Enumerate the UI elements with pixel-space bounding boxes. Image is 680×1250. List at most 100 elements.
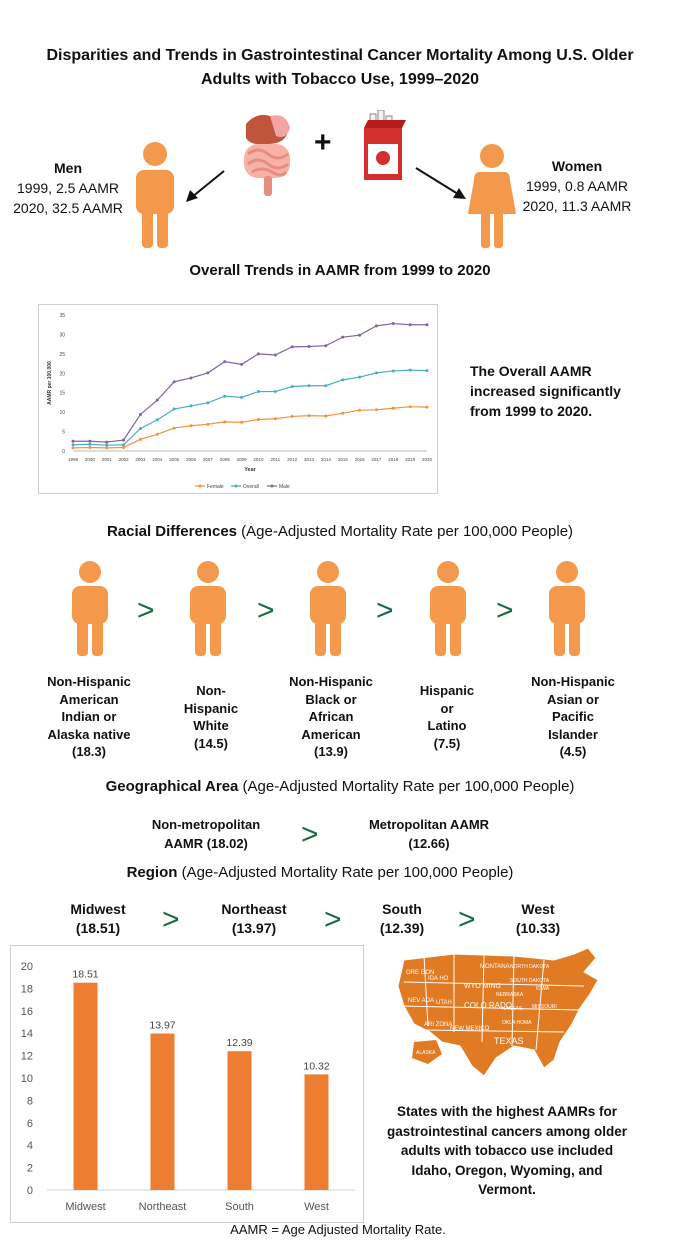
trend-line-chart: 0 5 10 15 20 25 30 35 1999 2000 2001 2002 2003 2004 20… bbox=[47, 313, 433, 490]
data-point bbox=[358, 375, 362, 379]
trend-note-line: from 1999 to 2020. bbox=[470, 403, 593, 419]
data-point bbox=[307, 384, 311, 388]
person-icon bbox=[430, 561, 466, 656]
states-note: States with the highest AAMRs for gastro… bbox=[374, 1102, 640, 1200]
bar-south bbox=[227, 1051, 252, 1190]
legend-label: Male bbox=[279, 484, 290, 490]
data-point bbox=[206, 371, 210, 375]
race-label-line: (18.3) bbox=[72, 744, 106, 759]
data-point bbox=[358, 333, 362, 337]
data-point bbox=[240, 395, 244, 399]
bar-west bbox=[304, 1074, 329, 1190]
data-point bbox=[189, 404, 193, 408]
trend-note: The Overall AAMR increased significantly… bbox=[470, 361, 621, 421]
x-tick-label: 2019 bbox=[405, 457, 416, 462]
men-stats: Men 1999, 2.5 AAMR 2020, 32.5 AAMR bbox=[8, 158, 128, 218]
legend-marker bbox=[234, 484, 238, 488]
y-axis-label: AAMR per 100,000 bbox=[47, 361, 53, 405]
racial-heading-bold: Racial Differences bbox=[106, 523, 238, 540]
region-heading: Region (Age-Adjusted Mortality Rate per … bbox=[0, 864, 640, 881]
data-point bbox=[138, 426, 142, 430]
men-label: Men bbox=[54, 160, 82, 176]
data-point bbox=[273, 353, 277, 357]
data-point bbox=[189, 424, 193, 428]
race-label-line: American bbox=[301, 726, 361, 742]
cigarette-pack-icon bbox=[364, 110, 406, 180]
region-heading-bold: Region bbox=[126, 864, 178, 881]
race-greater-than: > bbox=[496, 594, 514, 627]
race-label-line: Indian or bbox=[61, 709, 117, 724]
y-tick-label: 12 bbox=[21, 1051, 33, 1063]
person-icon bbox=[72, 561, 108, 656]
race-greater-than: > bbox=[137, 594, 155, 627]
x-axis-label: Year bbox=[244, 467, 256, 473]
race-label-line: Asian or bbox=[546, 691, 599, 707]
geo-nonmetro-line: Non-metropolitan bbox=[151, 817, 261, 832]
states-note-line: Idaho, Oregon, Wyoming, and bbox=[411, 1162, 603, 1178]
race-label-line: or bbox=[440, 700, 454, 716]
data-point bbox=[189, 376, 193, 380]
race-label-line: (14.5) bbox=[194, 735, 228, 751]
data-point bbox=[425, 323, 429, 327]
x-tick-label: 2011 bbox=[270, 457, 280, 462]
series-line-female bbox=[72, 406, 428, 449]
states-note-line: Vermont. bbox=[478, 1182, 536, 1197]
map-label: NEBRASKA bbox=[496, 992, 524, 998]
trend-chart-frame: 0 5 10 15 20 25 30 35 1999 2000 2001 2002 2003 2004 20… bbox=[38, 304, 438, 494]
data-point bbox=[155, 398, 159, 402]
data-point bbox=[122, 443, 126, 447]
map-label: NEV ADA bbox=[408, 998, 434, 1004]
x-tick-label: 2015 bbox=[338, 457, 349, 462]
x-tick-label: 2018 bbox=[388, 457, 399, 462]
arrow-to-men-icon bbox=[186, 170, 225, 202]
x-tick-label: 2009 bbox=[237, 457, 248, 462]
y-tick-label: 0 bbox=[27, 1185, 33, 1197]
geo-metro-line: Metropolitan AAMR bbox=[368, 817, 490, 832]
data-point bbox=[307, 414, 311, 418]
category-label: Northeast bbox=[139, 1201, 187, 1213]
y-tick-label: 4 bbox=[27, 1140, 33, 1152]
map-label: ORE GON bbox=[406, 970, 434, 976]
race-label-line: African bbox=[308, 709, 354, 724]
map-label: MONTANA bbox=[480, 964, 510, 970]
map-label: NORTH DAKOTA bbox=[510, 964, 550, 970]
y-tick-label: 6 bbox=[27, 1118, 33, 1130]
data-point bbox=[105, 440, 109, 444]
data-point bbox=[408, 368, 412, 372]
data-point bbox=[88, 439, 92, 443]
data-point bbox=[358, 408, 362, 412]
geo-nonmetro-line: AAMR (18.02) bbox=[164, 836, 248, 851]
race-label-line: (4.5) bbox=[559, 744, 587, 759]
race-label-line: Islander bbox=[548, 726, 598, 742]
region-value: (10.33) bbox=[515, 920, 561, 936]
legend-label: Female bbox=[207, 484, 224, 490]
x-tick-label: 2020 bbox=[422, 457, 433, 462]
data-point bbox=[206, 401, 210, 405]
x-tick-label: 2014 bbox=[321, 457, 332, 462]
x-tick-label: 2004 bbox=[152, 457, 163, 462]
y-tick-label: 35 bbox=[59, 313, 65, 319]
map-label: ARI ZONA bbox=[424, 1022, 452, 1028]
race-label-line: Non- bbox=[196, 683, 226, 698]
map-label: OKLA HOMA bbox=[502, 1020, 532, 1026]
race-label-line: Non-Hispanic bbox=[47, 674, 131, 689]
geo-heading: Geographical Area (Age-Adjusted Mortalit… bbox=[0, 778, 680, 795]
series-line-male bbox=[73, 322, 427, 443]
states-note-line: States with the highest AAMRs for bbox=[396, 1104, 617, 1119]
data-point bbox=[172, 380, 176, 384]
geo-heading-rest: (Age-Adjusted Mortality Rate per 100,000… bbox=[238, 778, 575, 795]
region-value: (12.39) bbox=[379, 920, 425, 936]
y-tick-label: 14 bbox=[21, 1028, 33, 1040]
bar-northeast bbox=[150, 1033, 175, 1190]
race-label-line: Non-Hispanic bbox=[531, 674, 615, 689]
bar-midwest bbox=[73, 982, 98, 1190]
region-heading-rest: (Age-Adjusted Mortality Rate per 100,000… bbox=[177, 864, 514, 881]
y-tick-label: 10 bbox=[21, 1073, 33, 1085]
data-point bbox=[341, 335, 345, 339]
data-point bbox=[425, 369, 429, 373]
data-point bbox=[223, 360, 227, 364]
race-label-line: Hispanic bbox=[183, 700, 239, 716]
x-tick-label: 2001 bbox=[102, 457, 113, 462]
region-northeast: Northeast (13.97) bbox=[206, 900, 302, 938]
data-point bbox=[122, 438, 126, 442]
